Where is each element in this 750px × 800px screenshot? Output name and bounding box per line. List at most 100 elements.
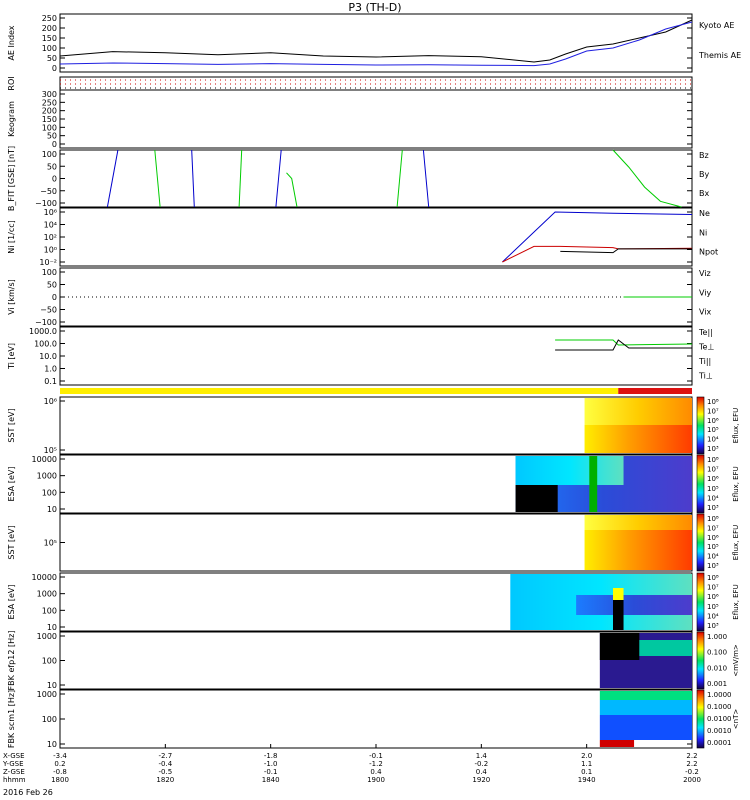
colorbar-tick: 1.0000 [707,691,732,699]
x-tick-z: 0.4 [476,768,488,776]
x-tick-x: -2.7 [158,752,172,760]
legend-entry: Npot [699,248,718,257]
x-tick-hhmm: 1820 [156,776,174,784]
fbk-b-spectrum-red [599,740,635,747]
y-tick-label: 1000 [37,472,57,481]
y-tick-label: 150 [42,34,57,43]
fbk-b-spectrum-top [599,691,692,700]
x-tick-z: 0.1 [581,768,592,776]
y-tick-label: −100 [35,199,57,208]
x-tick-y: -1.2 [369,760,383,768]
colorbar-tick: 10⁷ [707,524,719,532]
legend-entry: Viz [699,269,711,278]
panel-frame [59,89,693,149]
y-tick-label: 0 [52,293,57,302]
x-tick-y: 2.2 [686,760,697,768]
sst-e-spectrum-low [584,425,692,453]
legend-entry: Bx [699,189,709,198]
axis-row-label: X-GSE [3,752,25,760]
y-tick-label: 10.0 [39,352,57,361]
x-tick-x: 1.4 [476,752,488,760]
x-tick-x: 2.0 [581,752,592,760]
y-tick-label: 100 [42,657,57,666]
panel-ylabel: B_FIT [GSE] [nT] [7,146,16,211]
x-tick-hhmm: 1920 [472,776,490,784]
esa-i-spectrum-core [576,595,692,615]
colorbar-label: <mV/m> [732,644,740,677]
mode-bar-slow [60,388,619,394]
plot-title: P3 (TH-D) [348,1,401,14]
y-tick-label: 10⁶ [44,397,57,406]
x-tick-hhmm: 1940 [578,776,596,784]
y-tick-label: 0.1 [44,377,57,386]
legend-entry: Ni [699,228,707,237]
x-tick-x: -3.4 [53,752,67,760]
y-tick-label: 1.0 [44,365,57,374]
y-tick-label: 250 [42,98,57,107]
axis-row-label: hhmm [3,776,26,784]
panel-ylabel: Vi [km/s] [7,279,16,315]
colorbar-tick: 10⁷ [707,466,719,474]
colorbar-tick: 10⁵ [707,426,719,434]
panel-roi: ROI [7,76,693,91]
sst-i-spectrum-high [584,515,692,530]
colorbar-scale [696,513,705,572]
x-tick-y: -1.0 [264,760,278,768]
colorbar-tick: 0.0001 [707,739,732,747]
colorbar-tick: 10⁶ [707,593,719,601]
y-tick-label: 100 [42,44,57,53]
fbk-b-spectrum-low [599,715,692,740]
y-tick-label: 10⁵ [44,539,57,548]
y-tick-label: 100 [42,268,57,277]
panel-ylabel: SST [eV] [7,408,16,442]
y-tick-label: 100 [42,123,57,132]
ae-series-themis-ae [59,19,693,63]
x-tick-x: 2.2 [686,752,697,760]
axis-row-label: Y-GSE [2,760,24,768]
colorbar-tick: 10⁶ [707,417,719,425]
b-fit-segment-by [612,149,682,208]
y-tick-label: 10⁶ [44,208,57,217]
colorbar-tick: 10⁷ [707,584,719,592]
colorbar-scale [696,689,705,749]
temperature-series-ti-par [555,339,693,346]
panel-ylabel: ESA [eV] [7,467,16,502]
colorbar-label: Eflux, EFU [732,584,740,619]
panel-frame [59,631,693,690]
colorbar-scale [696,631,705,690]
legend-entry: Kyoto AE [699,21,734,30]
esa-i-spectrum-peak [613,588,624,600]
colorbar-tick: 0.001 [707,680,727,688]
x-tick-y: 1.1 [581,760,592,768]
colorbar: 1.000 0.100 0.010 0.001 <mV/m> [696,631,740,690]
y-tick-label: 10⁵ [44,446,57,455]
temperature-series-te-par [555,339,692,351]
b-fit-segment-bx [106,149,119,208]
panel-ylabel: Keogram [7,101,16,137]
y-tick-label: 50 [47,54,57,63]
x-tick-y: -0.2 [474,760,488,768]
fbk-e-spectrum-dark [599,633,640,660]
y-tick-label: 50 [47,162,57,171]
y-tick-label: 200 [42,24,57,33]
colorbar-tick: 0.1000 [707,703,732,711]
x-tick-y: -0.4 [158,760,172,768]
x-tick-z: -0.1 [264,768,278,776]
colorbar-label: Eflux, EFU [732,408,740,443]
y-tick-label: 150 [42,115,57,124]
panel-ylabel: ESA [eV] [7,585,16,620]
esa-e-spectrum-dropout [515,485,558,512]
x-tick-z: -0.5 [158,768,172,776]
y-tick-label: 300 [42,90,57,99]
panel-ylabel: FBK scm1 [Hz] [7,690,16,748]
x-tick-z: -0.2 [685,768,699,776]
x-tick-x: -1.8 [264,752,278,760]
colorbar-tick: 1.000 [707,633,727,641]
y-tick-label: 1000.0 [29,327,57,336]
y-tick-label: 100.0 [34,340,57,349]
date-label: 2016 Feb 26 [3,788,53,797]
y-tick-label: 0 [52,64,57,73]
